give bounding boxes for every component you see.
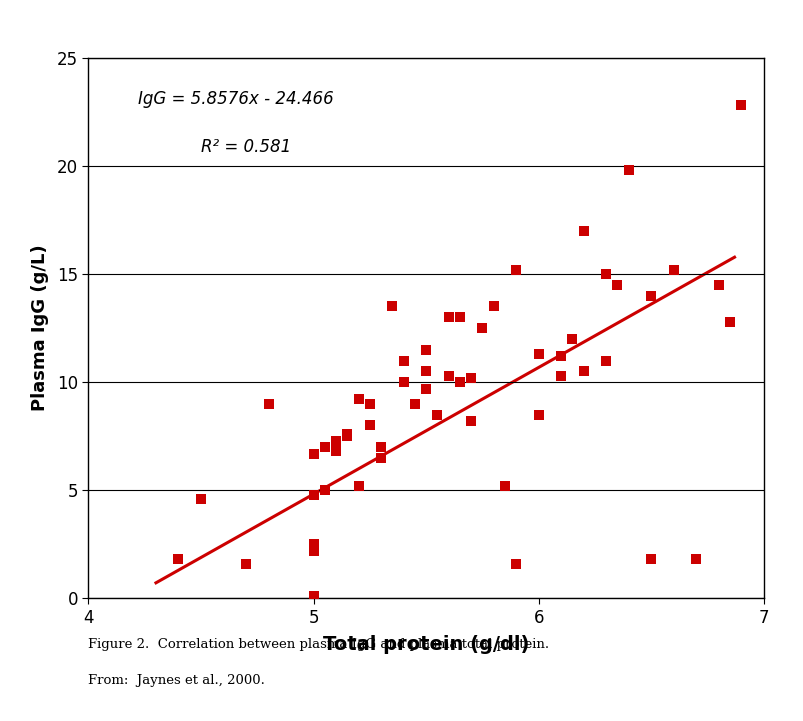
Point	[599, 355, 612, 366]
Point	[239, 558, 252, 570]
Point	[419, 366, 432, 377]
Point	[340, 430, 353, 442]
Point	[408, 398, 421, 410]
Point	[442, 311, 454, 323]
Point	[554, 350, 567, 362]
Point	[487, 301, 499, 312]
Point	[194, 493, 207, 505]
Point	[385, 301, 398, 312]
Point	[599, 268, 612, 280]
Point	[644, 290, 657, 301]
Point	[453, 376, 466, 388]
Point	[419, 383, 432, 394]
Point	[475, 322, 488, 334]
Point	[397, 376, 410, 388]
Point	[554, 370, 567, 381]
Point	[577, 225, 589, 236]
Point	[610, 279, 623, 291]
Point	[329, 437, 342, 448]
Point	[723, 316, 736, 327]
Point	[307, 448, 320, 459]
Point	[430, 409, 443, 420]
Point	[689, 554, 702, 565]
Point	[498, 480, 511, 492]
Point	[464, 415, 477, 427]
Y-axis label: Plasma IgG (g/L): Plasma IgG (g/L)	[31, 244, 48, 412]
Point	[509, 264, 522, 275]
Point	[711, 279, 724, 291]
Point	[644, 554, 657, 565]
Point	[464, 372, 477, 384]
Text: R² = 0.581: R² = 0.581	[201, 138, 291, 156]
Point	[307, 489, 320, 500]
Text: Figure 2.  Correlation between plasma IgG and plasma total protein.: Figure 2. Correlation between plasma IgG…	[88, 638, 549, 651]
Point	[307, 539, 320, 550]
Point	[352, 480, 365, 492]
Point	[329, 446, 342, 457]
Point	[453, 311, 466, 323]
Point	[262, 398, 275, 410]
Point	[565, 333, 578, 345]
Point	[172, 554, 185, 565]
Point	[734, 99, 747, 111]
Text: IgG = 5.8576x - 24.466: IgG = 5.8576x - 24.466	[138, 90, 333, 108]
Point	[622, 164, 634, 176]
Point	[318, 485, 331, 496]
Point	[363, 398, 376, 410]
Point	[442, 370, 454, 381]
Point	[329, 435, 342, 446]
Point	[397, 355, 410, 366]
Point	[307, 545, 320, 557]
Point	[374, 452, 387, 464]
Point	[363, 420, 376, 431]
Point	[577, 366, 589, 377]
Point	[509, 558, 522, 570]
Point	[666, 264, 679, 275]
Point	[340, 428, 353, 440]
X-axis label: Total protein (g/dl): Total protein (g/dl)	[323, 635, 528, 654]
Point	[419, 344, 432, 355]
Text: From:  Jaynes et al., 2000.: From: Jaynes et al., 2000.	[88, 674, 265, 687]
Point	[307, 590, 320, 602]
Point	[532, 348, 544, 360]
Point	[352, 394, 365, 405]
Point	[532, 409, 544, 420]
Point	[318, 441, 331, 453]
Point	[374, 441, 387, 453]
